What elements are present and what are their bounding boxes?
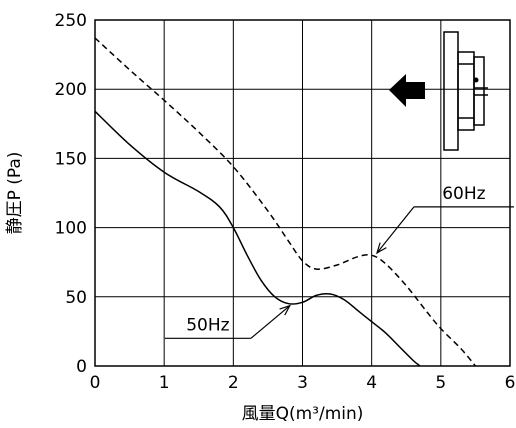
airflow-arrow-icon <box>389 74 425 107</box>
x-axis-title: 風量Q(m³/min) <box>242 404 364 424</box>
x-tick-label: 6 <box>505 373 516 393</box>
y-tick-label: 0 <box>76 357 87 377</box>
x-tick-label: 3 <box>297 373 308 393</box>
x-tick-label: 4 <box>366 373 377 393</box>
x-tick-label: 5 <box>435 373 446 393</box>
y-tick-label: 100 <box>55 219 87 239</box>
series-layer <box>94 37 476 367</box>
x-tick-label: 2 <box>228 373 239 393</box>
leader-arrowhead <box>279 304 292 316</box>
y-axis-title: 静圧P (Pa) <box>5 152 25 235</box>
annotation-label-60hz: 60Hz <box>442 184 485 204</box>
series-line-60hz <box>94 37 476 367</box>
x-tick-label: 0 <box>90 373 101 393</box>
fan-unit-icon <box>443 31 488 151</box>
grid <box>95 20 510 366</box>
series-line-50hz <box>94 110 421 367</box>
tick-labels: 0 1 2 3 4 5 6 0 50 100 150 200 250 <box>55 11 516 393</box>
fan-airflow-icon <box>389 31 488 151</box>
y-tick-label: 250 <box>55 11 87 31</box>
x-tick-label: 1 <box>159 373 170 393</box>
leader-arrowhead <box>375 242 387 255</box>
y-tick-label: 50 <box>65 288 87 308</box>
leader-line <box>376 206 415 254</box>
y-tick-label: 150 <box>55 149 87 169</box>
leader-line <box>250 305 291 339</box>
y-tick-label: 200 <box>55 80 87 100</box>
annotation-layer: 60Hz 50Hz <box>164 184 514 339</box>
plot-frame <box>94 19 511 367</box>
annotation-label-50hz: 50Hz <box>186 315 229 335</box>
